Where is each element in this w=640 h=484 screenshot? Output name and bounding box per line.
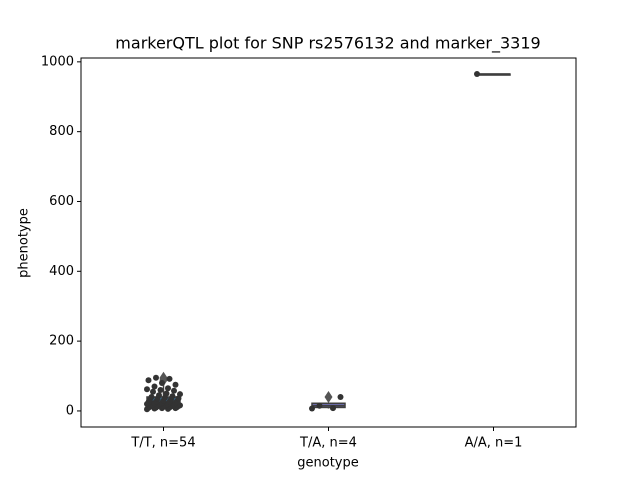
y-tick-label: 1000 xyxy=(41,54,74,69)
point xyxy=(156,392,162,399)
point xyxy=(330,405,336,412)
outlier xyxy=(324,390,333,403)
point xyxy=(159,380,165,387)
point xyxy=(145,377,152,384)
point xyxy=(163,390,170,397)
point xyxy=(144,386,150,393)
point xyxy=(166,375,173,382)
point xyxy=(316,402,323,409)
y-tick-label: 0 xyxy=(66,403,74,418)
point xyxy=(153,374,159,381)
point xyxy=(151,383,158,390)
point xyxy=(177,391,183,398)
point xyxy=(171,387,177,394)
plot-frame xyxy=(80,57,577,428)
y-axis-label: phenotype xyxy=(17,208,32,278)
point xyxy=(148,393,155,400)
x-tick-label: A/A, n=1 xyxy=(465,436,523,451)
y-tick-label: 800 xyxy=(49,124,74,139)
y-tick-label: 600 xyxy=(49,194,74,209)
point xyxy=(309,405,315,412)
point xyxy=(474,71,480,78)
x-axis-label: genotype xyxy=(297,456,358,471)
point xyxy=(165,385,171,392)
point xyxy=(177,402,183,409)
chart-title: markerQTL plot for SNP rs2576132 and mar… xyxy=(115,34,540,54)
point xyxy=(337,393,344,400)
point xyxy=(150,388,156,395)
x-tick-label: T/A, n=4 xyxy=(299,436,357,451)
y-tick-label: 200 xyxy=(49,334,74,349)
point xyxy=(169,393,176,400)
point xyxy=(157,386,164,393)
y-tick-label: 400 xyxy=(49,264,74,279)
x-tick-label: T/T, n=54 xyxy=(130,436,195,451)
point xyxy=(172,381,179,388)
